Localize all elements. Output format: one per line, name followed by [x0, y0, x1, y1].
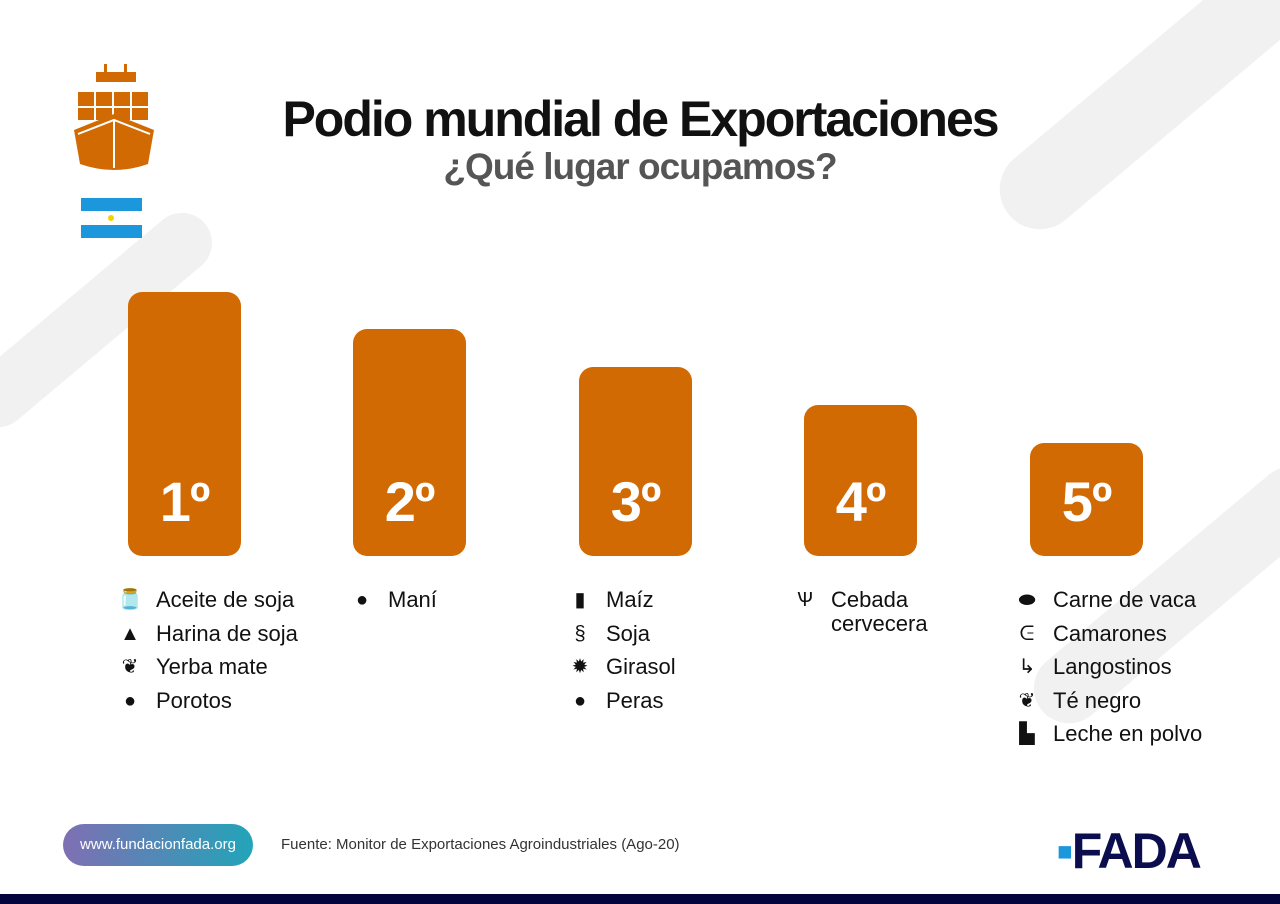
- website-link[interactable]: www.fundacionfada.org: [63, 824, 253, 866]
- list-item: ● Peras: [566, 687, 676, 723]
- pear-icon: ●: [573, 689, 587, 712]
- list-item: ✹ Girasol: [566, 655, 676, 689]
- flour-sack-icon: ▲: [120, 622, 140, 645]
- page-title: Podio mundial de Exportaciones: [282, 91, 999, 147]
- list-item: ᕮ Camarones: [1013, 620, 1202, 656]
- product-label: Langostinos: [1053, 654, 1172, 679]
- rank-label: 1º: [159, 470, 211, 533]
- podium-bar-5: 5º: [1030, 443, 1143, 556]
- sunflower-icon: ✹: [571, 656, 589, 678]
- podium-bar-4: 4º: [804, 405, 917, 556]
- product-label: Peras: [606, 687, 664, 713]
- shrimp-icon: ᕮ: [1019, 622, 1035, 645]
- cargo-ship-icon: [74, 64, 154, 170]
- list-item: ❦ Té negro: [1013, 687, 1202, 723]
- product-list: ▮ Maíz § Soja ✹ Girasol ● Peras: [566, 588, 676, 722]
- product-label: Aceite de soja: [156, 587, 295, 612]
- list-item: ↳ Langostinos: [1013, 655, 1202, 689]
- podium-bar-2: 2º: [353, 329, 466, 556]
- list-item: ⬬ Carne de vaca: [1013, 588, 1202, 622]
- rank-label: 4º: [835, 470, 887, 533]
- product-label: Soja: [606, 620, 651, 646]
- rank-label: 2º: [384, 470, 436, 533]
- rank-label: 3º: [610, 470, 662, 533]
- podium-bar-1: 1º: [128, 292, 241, 556]
- list-item: ▙ Leche en polvo: [1013, 722, 1202, 756]
- list-item: ▲ Harina de soja: [116, 620, 298, 656]
- product-list: ⬬ Carne de vaca ᕮ Camarones ↳ Langostinos ❦ Té …: [1013, 588, 1202, 756]
- tea-leaf-icon: ❦: [1018, 689, 1036, 712]
- product-list: 🫙 Aceite de soja ▲ Harina de soja ❦ Yerba mat…: [116, 588, 298, 722]
- barley-icon: Ѱ: [797, 589, 813, 611]
- product-label: Leche en polvo: [1053, 721, 1203, 746]
- steak-icon: ⬬: [1018, 589, 1036, 611]
- product-label: Harina de soja: [156, 620, 298, 646]
- rank-label: 5º: [1061, 470, 1113, 533]
- product-label: Camarones: [1053, 620, 1167, 646]
- product-list: ● Maní: [348, 588, 437, 622]
- argentina-flag: [81, 198, 142, 238]
- product-label: Cebada cervecera: [831, 587, 928, 636]
- oil-bottle-icon: 🫙: [117, 589, 143, 611]
- corn-icon: ▮: [574, 589, 586, 611]
- list-item: § Soja: [566, 620, 676, 656]
- product-label: Carne de vaca: [1053, 587, 1197, 612]
- podium-bar-3: 3º: [579, 367, 692, 556]
- peanut-icon: ●: [355, 589, 369, 611]
- product-list: Ѱ Cebada cervecera: [791, 588, 951, 636]
- list-item: ▮ Maíz: [566, 588, 676, 622]
- footer-bar: [0, 894, 1280, 904]
- product-label: Té negro: [1053, 687, 1142, 713]
- source-note: Fuente: Monitor de Exportaciones Agroind…: [281, 836, 680, 853]
- leaf-icon: ❦: [121, 656, 139, 678]
- product-label: Maní: [388, 587, 437, 612]
- list-item: ❦ Yerba mate: [116, 655, 298, 689]
- milk-powder-icon: ▙: [1019, 723, 1035, 745]
- product-label: Yerba mate: [156, 654, 268, 679]
- list-item: ● Porotos: [116, 687, 298, 723]
- list-item: Ѱ Cebada cervecera: [791, 588, 951, 636]
- product-label: Maíz: [606, 587, 654, 612]
- prawn-icon: ↳: [1018, 656, 1036, 678]
- product-label: Girasol: [606, 654, 676, 679]
- list-item: 🫙 Aceite de soja: [116, 588, 298, 622]
- list-item: ● Maní: [348, 588, 437, 622]
- soy-icon: §: [574, 622, 586, 645]
- product-label: Porotos: [156, 687, 232, 713]
- fada-logo: ▪FADA: [1056, 823, 1202, 879]
- page-subtitle: ¿Qué lugar ocupamos?: [443, 146, 837, 187]
- beans-icon: ●: [123, 689, 137, 712]
